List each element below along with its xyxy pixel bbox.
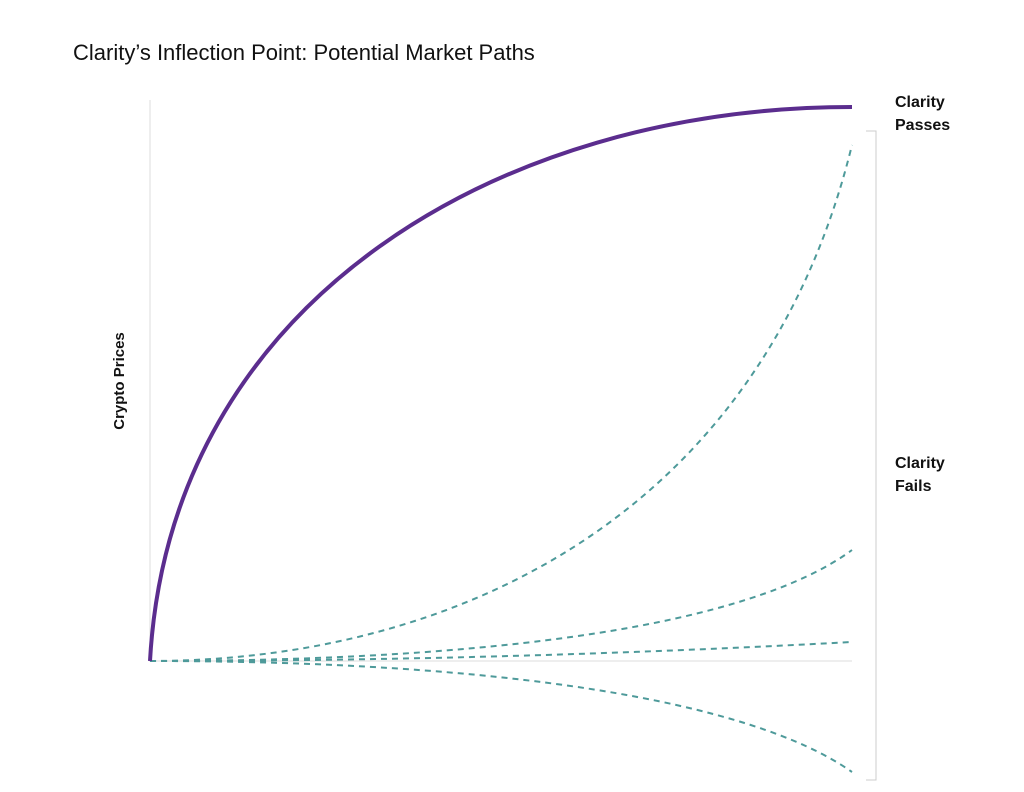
paths (149, 144, 853, 773)
clarity-passes-path (148, 105, 853, 662)
bracket (866, 130, 877, 781)
title: Clarity’s Inflection Point: Potential Ma… (73, 40, 535, 65)
path-flat (149, 641, 853, 662)
label-line: Clarity (895, 455, 945, 472)
label-line: Clarity (895, 94, 945, 111)
y-axis-label: Crypto Prices (111, 332, 128, 430)
path-up-moderate (149, 549, 853, 662)
label-line: Passes (895, 117, 950, 134)
path-down (149, 660, 853, 773)
label-line: Fails (895, 478, 932, 495)
path-up-strong (149, 144, 853, 662)
